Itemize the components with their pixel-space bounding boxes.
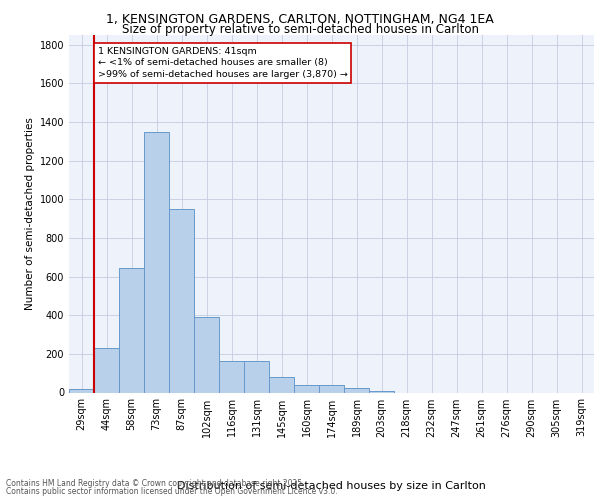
Bar (194, 317, 219, 392)
Bar (169, 209, 194, 392)
Bar (94, 348, 119, 393)
Bar (294, 385, 319, 392)
Bar (119, 268, 144, 392)
Text: 1, KENSINGTON GARDENS, CARLTON, NOTTINGHAM, NG4 1EA: 1, KENSINGTON GARDENS, CARLTON, NOTTINGH… (106, 12, 494, 26)
Bar (319, 385, 344, 392)
X-axis label: Distribution of semi-detached houses by size in Carlton: Distribution of semi-detached houses by … (177, 481, 486, 491)
Bar (244, 360, 269, 392)
Text: Contains public sector information licensed under the Open Government Licence v3: Contains public sector information licen… (6, 487, 338, 496)
Bar (69, 388, 94, 392)
Bar (269, 377, 294, 392)
Text: Contains HM Land Registry data © Crown copyright and database right 2025.: Contains HM Land Registry data © Crown c… (6, 478, 305, 488)
Text: 1 KENSINGTON GARDENS: 41sqm
← <1% of semi-detached houses are smaller (8)
>99% o: 1 KENSINGTON GARDENS: 41sqm ← <1% of sem… (98, 46, 347, 79)
Bar (369, 390, 394, 392)
Text: Size of property relative to semi-detached houses in Carlton: Size of property relative to semi-detach… (121, 22, 479, 36)
Bar (219, 360, 244, 392)
Bar (144, 132, 169, 392)
Y-axis label: Number of semi-detached properties: Number of semi-detached properties (25, 118, 35, 310)
Bar (344, 388, 369, 392)
